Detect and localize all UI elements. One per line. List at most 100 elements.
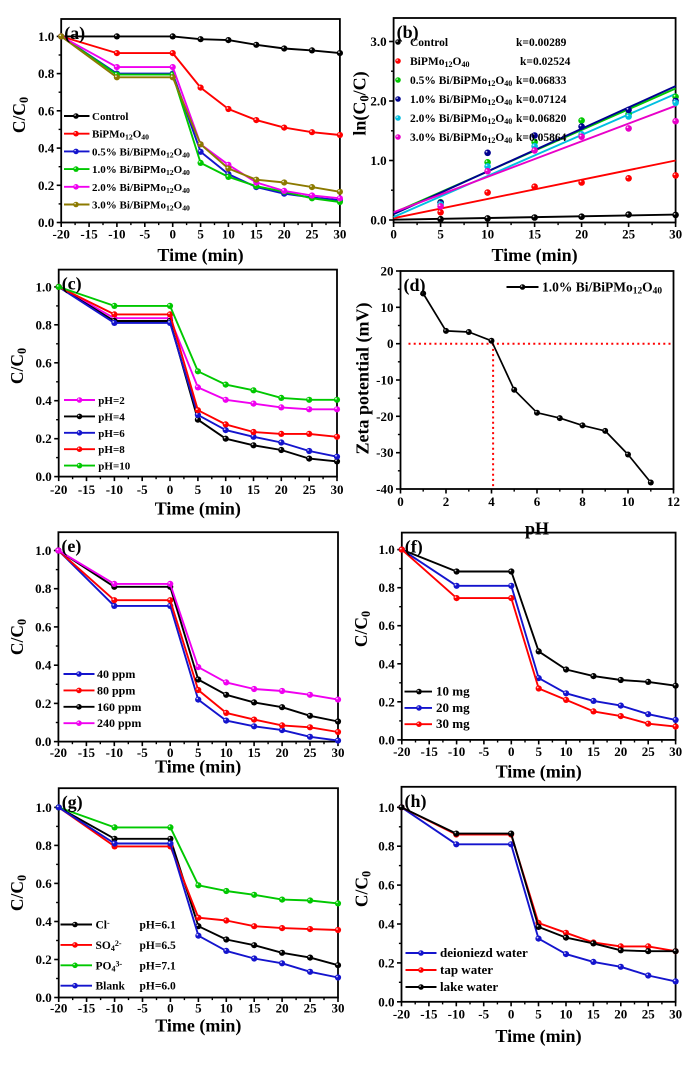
- svg-text:Time (min): Time (min): [157, 245, 243, 266]
- svg-text:5: 5: [535, 744, 542, 759]
- svg-text:30: 30: [333, 227, 346, 242]
- svg-text:20: 20: [381, 264, 394, 279]
- svg-text:2.0% Bi/BiPMo12O40: 2.0% Bi/BiPMo12O40: [410, 113, 512, 126]
- svg-text:k=0.00289: k=0.00289: [516, 37, 567, 49]
- svg-text:-10: -10: [106, 1001, 123, 1016]
- svg-text:Time (min): Time (min): [155, 499, 241, 520]
- svg-text:-10: -10: [106, 745, 123, 760]
- svg-text:pH=4: pH=4: [98, 411, 125, 423]
- svg-text:15: 15: [528, 227, 542, 242]
- svg-text:15: 15: [587, 1007, 601, 1022]
- svg-text:-20: -20: [393, 1007, 410, 1022]
- svg-text:25: 25: [304, 1001, 318, 1016]
- svg-text:-10: -10: [448, 1007, 465, 1022]
- svg-text:0.6: 0.6: [35, 876, 52, 891]
- svg-text:1.0: 1.0: [379, 542, 395, 557]
- svg-text:5: 5: [195, 745, 202, 760]
- svg-text:0: 0: [167, 745, 174, 760]
- svg-text:ln(C0/C): ln(C0/C): [350, 71, 372, 135]
- svg-text:1.0: 1.0: [378, 800, 394, 815]
- svg-text:-10: -10: [448, 744, 465, 759]
- svg-text:10: 10: [560, 1007, 573, 1022]
- svg-text:1.0% Bi/BiPMo12O40: 1.0% Bi/BiPMo12O40: [410, 94, 512, 107]
- svg-text:0.2: 0.2: [379, 694, 395, 709]
- svg-text:30: 30: [669, 744, 682, 759]
- svg-text:30: 30: [669, 227, 682, 242]
- svg-text:0: 0: [167, 1001, 174, 1016]
- svg-text:Zeta potential (mV): Zeta potential (mV): [353, 303, 374, 455]
- svg-text:Time (min): Time (min): [495, 1026, 581, 1047]
- svg-text:10: 10: [220, 1001, 233, 1016]
- svg-text:6: 6: [534, 494, 541, 509]
- svg-text:15: 15: [248, 1001, 262, 1016]
- svg-text:10: 10: [622, 494, 635, 509]
- svg-text:0.6: 0.6: [378, 878, 395, 893]
- svg-text:10: 10: [381, 300, 394, 315]
- svg-text:pH: pH: [525, 519, 549, 539]
- svg-text:Control: Control: [410, 37, 448, 49]
- svg-text:20: 20: [276, 1001, 289, 1016]
- svg-text:0.2: 0.2: [35, 696, 51, 711]
- svg-text:30: 30: [669, 1007, 682, 1022]
- svg-text:10: 10: [219, 482, 232, 497]
- svg-text:-5: -5: [478, 744, 489, 759]
- svg-text:-15: -15: [421, 744, 439, 759]
- svg-text:2.0% Bi/BiPMo12O40: 2.0% Bi/BiPMo12O40: [92, 182, 190, 195]
- svg-text:20 mg: 20 mg: [436, 700, 470, 715]
- svg-text:20: 20: [575, 227, 588, 242]
- svg-text:5: 5: [195, 1001, 202, 1016]
- svg-text:PO43-: PO43-: [96, 959, 123, 973]
- svg-text:10: 10: [222, 227, 235, 242]
- svg-text:3.0% Bi/BiPMo12O40: 3.0% Bi/BiPMo12O40: [410, 132, 512, 145]
- svg-text:5: 5: [437, 227, 444, 242]
- svg-text:30 mg: 30 mg: [436, 716, 470, 731]
- svg-text:8: 8: [579, 494, 586, 509]
- svg-text:C/C0: C/C0: [351, 611, 373, 647]
- svg-text:-20: -20: [393, 744, 410, 759]
- svg-text:40 ppm: 40 ppm: [97, 667, 135, 681]
- svg-text:20: 20: [275, 482, 288, 497]
- svg-text:-15: -15: [78, 1001, 96, 1016]
- svg-text:1.0: 1.0: [35, 279, 51, 294]
- svg-text:pH=6: pH=6: [98, 428, 125, 440]
- svg-text:Time (min): Time (min): [155, 1016, 241, 1037]
- svg-text:25: 25: [622, 227, 636, 242]
- svg-text:pH=10: pH=10: [98, 461, 130, 473]
- svg-text:C/C0: C/C0: [7, 875, 29, 911]
- svg-text:20: 20: [278, 227, 291, 242]
- svg-text:0: 0: [508, 1007, 515, 1022]
- svg-text:0.8: 0.8: [378, 839, 395, 854]
- svg-text:0.4: 0.4: [35, 658, 52, 673]
- svg-text:BiPMo12O40: BiPMo12O40: [410, 56, 469, 69]
- svg-text:5: 5: [197, 227, 204, 242]
- svg-text:(f): (f): [405, 537, 423, 558]
- svg-text:-15: -15: [80, 227, 98, 242]
- svg-text:0.5% Bi/BiPMo12O40: 0.5% Bi/BiPMo12O40: [410, 75, 512, 88]
- svg-text:1.0: 1.0: [35, 800, 51, 815]
- svg-text:1.0: 1.0: [35, 543, 51, 558]
- svg-text:0: 0: [508, 744, 515, 759]
- svg-text:(h): (h): [405, 791, 427, 812]
- svg-text:-15: -15: [420, 1007, 438, 1022]
- svg-text:0.2: 0.2: [38, 178, 54, 193]
- svg-text:2: 2: [443, 494, 450, 509]
- svg-text:-20: -20: [50, 1001, 67, 1016]
- svg-text:0.4: 0.4: [378, 917, 395, 932]
- svg-text:240 ppm: 240 ppm: [97, 716, 141, 730]
- svg-text:0.0: 0.0: [38, 215, 54, 230]
- svg-text:k=0.05864: k=0.05864: [516, 132, 567, 144]
- svg-text:Time (min): Time (min): [496, 762, 582, 783]
- svg-text:0.0: 0.0: [35, 734, 51, 749]
- svg-text:0: 0: [169, 227, 176, 242]
- svg-text:0.2: 0.2: [35, 431, 51, 446]
- svg-text:C/C0: C/C0: [352, 871, 374, 907]
- svg-text:-10: -10: [108, 227, 125, 242]
- svg-text:160 ppm: 160 ppm: [97, 700, 141, 714]
- svg-text:C/C0: C/C0: [9, 97, 31, 133]
- svg-text:-40: -40: [376, 482, 393, 497]
- svg-text:10: 10: [220, 745, 233, 760]
- svg-text:0.6: 0.6: [35, 619, 52, 634]
- svg-text:pH=6.0: pH=6.0: [140, 981, 177, 993]
- svg-text:-5: -5: [137, 745, 148, 760]
- svg-text:pH=2: pH=2: [98, 395, 125, 407]
